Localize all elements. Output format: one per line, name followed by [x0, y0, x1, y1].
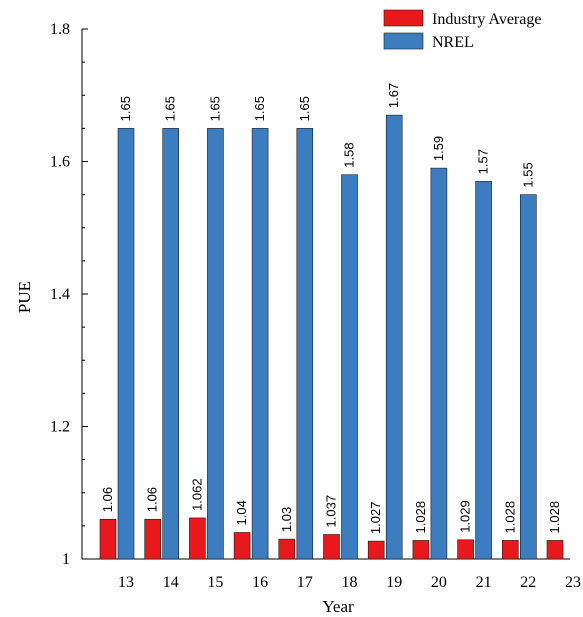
data-label-nrel: 1.65 [163, 96, 178, 121]
data-label-industry-average: 1.04 [234, 500, 249, 525]
data-label-industry-average: 1.037 [324, 495, 339, 528]
data-label-nrel: 1.58 [342, 142, 357, 167]
y-axis-title: PUE [15, 281, 34, 313]
x-tick-label: 20 [431, 574, 447, 591]
bar-industry-average [412, 540, 430, 560]
bar-industry-average [546, 540, 564, 560]
bar-industry-average [278, 538, 296, 560]
bar-industry-average [367, 540, 385, 560]
data-label-nrel: 1.65 [118, 96, 133, 121]
bar-nrel [162, 128, 179, 560]
bar-nrel [430, 167, 448, 560]
y-tick-label: 1.2 [50, 419, 70, 436]
data-label-nrel: 1.67 [386, 83, 401, 108]
legend-swatch-industry-average [383, 9, 424, 27]
bar-industry-average [501, 540, 519, 560]
legend-label-nrel: NREL [432, 34, 474, 51]
data-label-industry-average: 1.06 [145, 487, 160, 512]
legend-swatch-nrel [383, 32, 424, 50]
x-tick-label: 22 [520, 574, 536, 591]
bar-nrel [519, 194, 537, 560]
data-label-industry-average: 1.03 [279, 507, 294, 532]
data-label-industry-average: 1.028 [413, 501, 428, 534]
data-label-industry-average: 1.029 [458, 500, 473, 533]
x-tick-label: 13 [118, 574, 134, 591]
data-label-industry-average: 1.027 [368, 502, 383, 535]
x-axis-title: Year [322, 597, 354, 616]
data-label-industry-average: 1.062 [189, 478, 204, 511]
y-tick-label: 1 [62, 551, 70, 568]
x-tick-label: 16 [252, 574, 268, 591]
bar-industry-average [323, 534, 340, 560]
x-tick-label: 18 [342, 574, 358, 591]
legend: Industry Average NREL [383, 9, 541, 51]
bar-nrel [296, 128, 314, 560]
bar-industry-average [189, 517, 206, 560]
y-tick-label: 1.8 [50, 21, 70, 38]
data-label-nrel: 1.55 [520, 162, 535, 187]
bar-industry-average [99, 518, 117, 560]
x-tick-label: 21 [476, 574, 492, 591]
bar-nrel [475, 181, 492, 560]
x-tick-label: 23 [565, 574, 581, 591]
x-tick-label: 15 [207, 574, 223, 591]
data-label-nrel: 1.65 [297, 96, 312, 121]
y-tick-label: 1.4 [50, 286, 70, 303]
bar-nrel [251, 128, 269, 560]
x-tick-label: 17 [297, 574, 313, 591]
y-tick-label: 1.6 [50, 154, 70, 171]
bar-industry-average [233, 532, 251, 560]
bar-industry-average [144, 518, 161, 560]
data-label-nrel: 1.65 [252, 96, 267, 121]
legend-label-industry-average: Industry Average [432, 11, 541, 28]
plot-area: 1 1.2 1.4 1.6 1.8 1.06 1.65 13 1.06 1.65 14 1.062 1.… [50, 21, 581, 591]
data-label-nrel: 1.57 [476, 149, 491, 174]
data-label-industry-average: 1.028 [502, 501, 517, 534]
data-label-industry-average: 1.06 [100, 487, 115, 512]
x-tick-label: 19 [386, 574, 402, 591]
bar-nrel [341, 174, 358, 560]
bar-nrel [117, 128, 135, 560]
data-label-industry-average: 1.028 [547, 501, 562, 534]
bar-nrel [385, 114, 403, 560]
data-label-nrel: 1.59 [431, 136, 446, 161]
x-tick-label: 14 [163, 574, 179, 591]
data-label-nrel: 1.65 [207, 96, 222, 121]
bar-industry-average [457, 539, 474, 560]
bar-nrel [207, 128, 224, 560]
